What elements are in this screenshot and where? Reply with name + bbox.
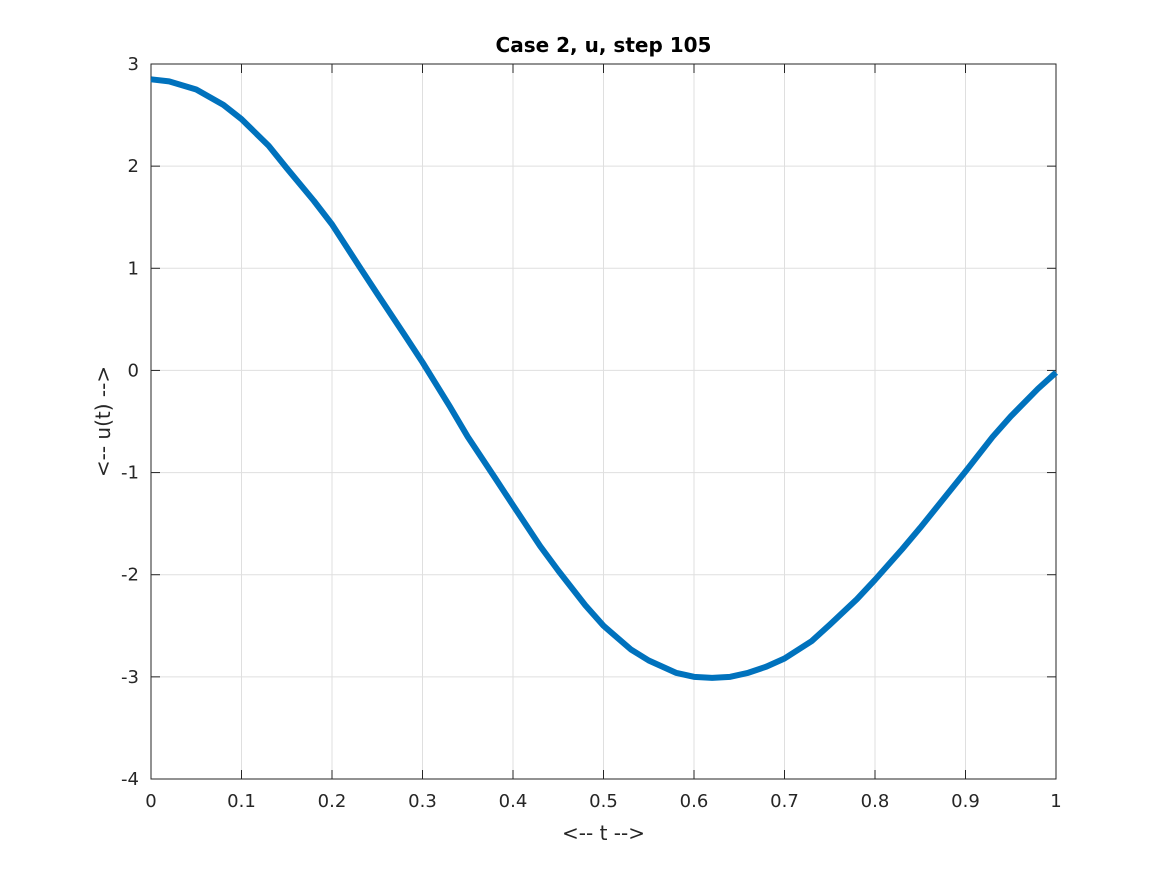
- chart-title: Case 2, u, step 105: [496, 33, 712, 57]
- y-tick-label: -3: [121, 667, 139, 688]
- x-tick-label: 0.2: [318, 791, 347, 812]
- x-tick-label: 0.9: [951, 791, 980, 812]
- y-tick-label: 1: [128, 258, 139, 279]
- y-tick-label: -4: [121, 769, 139, 790]
- x-tick-label: 0.7: [770, 791, 799, 812]
- y-tick-label: 0: [128, 360, 139, 381]
- y-tick-label: -2: [121, 565, 139, 586]
- x-tick-labels: 0 0.1 0.2 0.3 0.4 0.5 0.6 0.7 0.8 0.9 1: [145, 791, 1061, 812]
- x-tick-label: 0.3: [408, 791, 437, 812]
- y-axis-label: <-- u(t) -->: [91, 366, 115, 477]
- tick-marks: [150, 63, 1057, 780]
- x-tick-label: 0.1: [227, 791, 256, 812]
- x-tick-label: 0.5: [589, 791, 618, 812]
- x-axis-label: <-- t -->: [562, 821, 645, 845]
- y-tick-label: 2: [128, 156, 139, 177]
- series-layer: [150, 76, 1059, 681]
- plot-frame: [150, 63, 1057, 780]
- y-tick-label: -1: [121, 463, 139, 484]
- y-tick-labels: 3 2 1 0 -1 -2 -3 -4: [121, 54, 139, 790]
- series-line: [150, 76, 1059, 681]
- x-tick-label: 0.6: [680, 791, 709, 812]
- x-tick-label: 0: [145, 791, 156, 812]
- y-tick-label: 3: [128, 54, 139, 75]
- x-tick-label: 0.8: [861, 791, 890, 812]
- x-tick-label: 0.4: [499, 791, 528, 812]
- x-tick-label: 1: [1050, 791, 1061, 812]
